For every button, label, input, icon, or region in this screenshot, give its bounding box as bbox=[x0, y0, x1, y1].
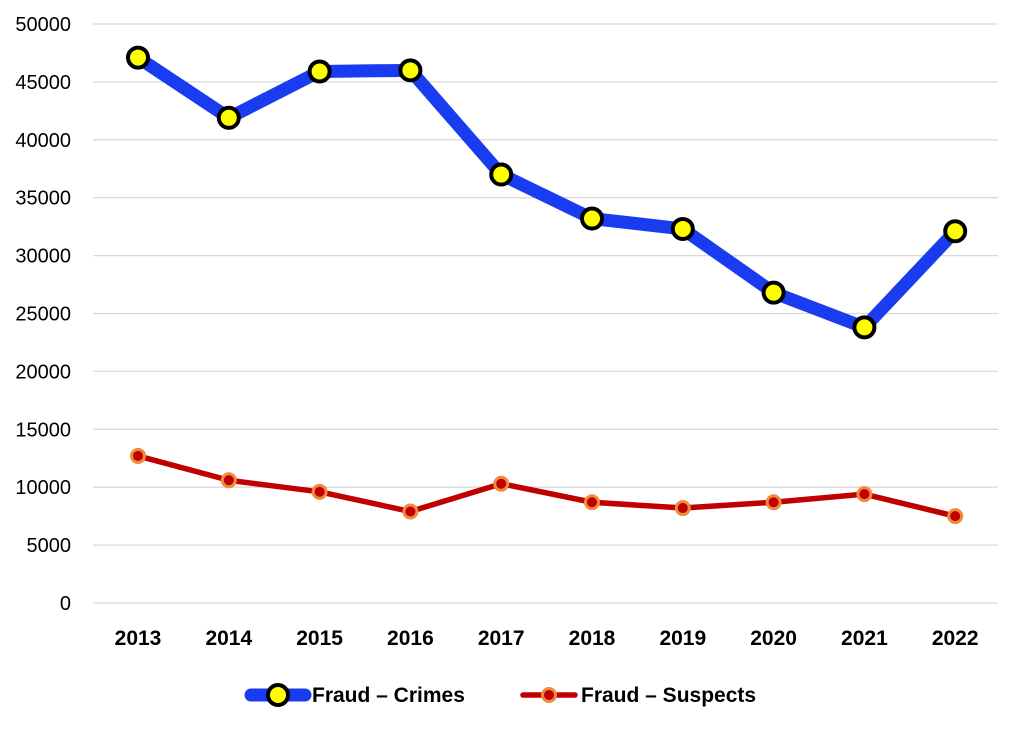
data-point bbox=[493, 475, 510, 492]
y-tick-label: 5000 bbox=[27, 535, 72, 557]
x-tick-label: 2018 bbox=[569, 627, 616, 650]
y-axis-tick-labels: 0 5000 10000 15000 20000 25000 30000 35000 40000… bbox=[15, 14, 71, 615]
x-tick-label: 2019 bbox=[659, 627, 706, 650]
series-line bbox=[135, 453, 958, 519]
data-point bbox=[216, 105, 241, 130]
y-tick-label: 40000 bbox=[15, 130, 71, 152]
y-tick-label: 35000 bbox=[15, 188, 71, 210]
data-point bbox=[311, 483, 328, 500]
data-point bbox=[398, 58, 423, 83]
x-tick-label: 2021 bbox=[841, 627, 888, 650]
data-point bbox=[761, 280, 786, 305]
legend-label: Fraud – Crimes bbox=[312, 684, 465, 707]
gridlines bbox=[93, 23, 998, 604]
y-tick-label: 0 bbox=[60, 593, 71, 615]
y-tick-label: 50000 bbox=[15, 14, 71, 36]
x-tick-label: 2015 bbox=[296, 627, 343, 650]
data-point bbox=[220, 472, 237, 489]
series-line bbox=[131, 51, 962, 334]
series-1 bbox=[130, 447, 964, 525]
data-point bbox=[852, 315, 877, 340]
series-0 bbox=[126, 45, 968, 340]
x-tick-label: 2020 bbox=[750, 627, 797, 650]
x-tick-label: 2014 bbox=[205, 627, 252, 650]
y-tick-label: 20000 bbox=[15, 361, 71, 383]
legend-swatch-marker bbox=[266, 683, 290, 707]
y-tick-label: 10000 bbox=[15, 477, 71, 499]
x-tick-label: 2017 bbox=[478, 627, 525, 650]
legend-label: Fraud – Suspects bbox=[581, 684, 756, 707]
data-point bbox=[580, 206, 604, 231]
y-tick-label: 30000 bbox=[15, 246, 71, 268]
legend-item-1: Fraud – Suspects bbox=[520, 684, 756, 707]
y-tick-label: 25000 bbox=[15, 304, 71, 326]
data-point bbox=[402, 503, 419, 520]
data-point bbox=[126, 45, 150, 70]
data-point bbox=[674, 500, 691, 517]
data-point bbox=[584, 494, 600, 511]
data-point bbox=[489, 162, 514, 187]
data-point bbox=[307, 59, 332, 84]
data-point bbox=[670, 216, 695, 241]
data-point bbox=[130, 447, 146, 464]
data-point bbox=[856, 486, 873, 503]
x-axis-tick-labels: 2013 2014 2015 2016 2017 2018 2019 2020 2021 2022 bbox=[115, 627, 979, 650]
y-tick-label: 15000 bbox=[15, 419, 71, 441]
data-point bbox=[943, 219, 968, 244]
x-tick-label: 2013 bbox=[115, 627, 162, 650]
legend: Fraud – Crimes Fraud – Suspects bbox=[244, 683, 756, 707]
x-tick-label: 2016 bbox=[387, 627, 434, 650]
legend-item-0: Fraud – Crimes bbox=[244, 683, 465, 707]
x-tick-label: 2022 bbox=[932, 627, 979, 650]
legend-swatch-marker bbox=[541, 687, 557, 703]
data-point bbox=[947, 508, 964, 525]
y-tick-label: 45000 bbox=[15, 72, 71, 94]
series-layer bbox=[126, 45, 968, 525]
data-point bbox=[765, 494, 782, 511]
